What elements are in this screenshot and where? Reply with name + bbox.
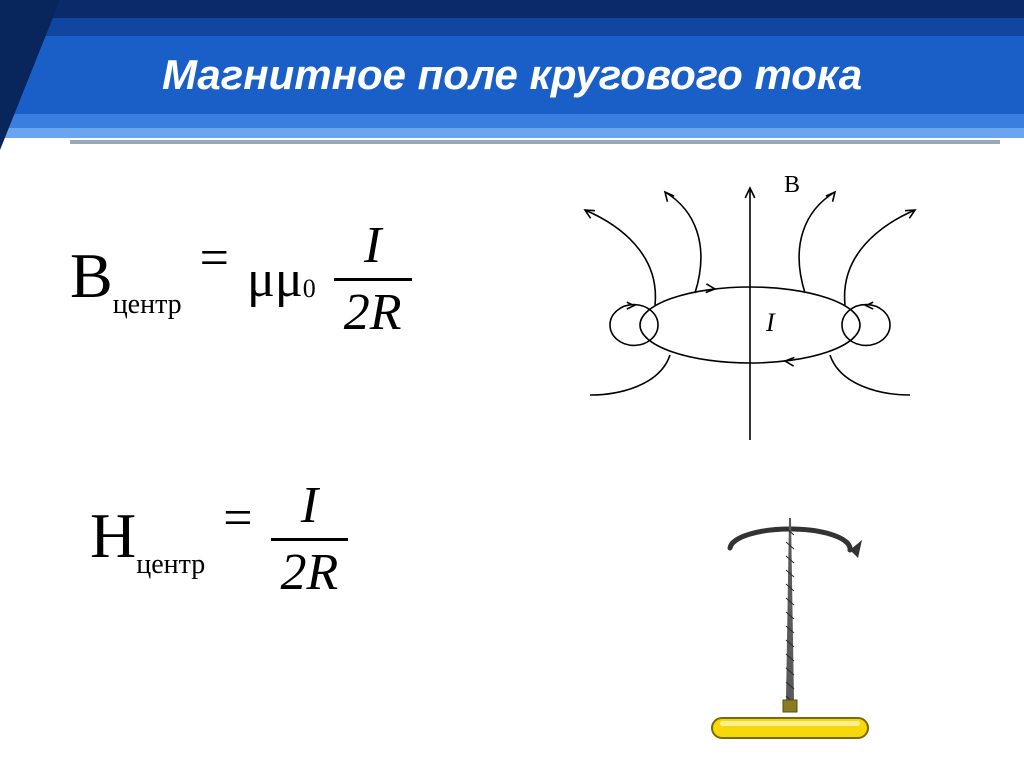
slide-header: Магнитное поле кругового тока [0, 0, 1024, 150]
mu0-sub: 0 [303, 274, 316, 303]
fraction-h: I 2R [271, 480, 349, 599]
formula-b-center: Bцентр = μμ0 I 2R [70, 220, 412, 339]
sub-h: центр [136, 549, 205, 580]
field-diagram-svg: BI [560, 170, 940, 450]
den-h: 2R [271, 541, 349, 599]
num-b: I [334, 220, 412, 281]
var-h: H [90, 500, 136, 571]
equals-h: = [223, 490, 252, 547]
mu0: μ [275, 251, 303, 308]
equals-b: = [200, 230, 229, 287]
mu: μ [247, 251, 275, 308]
den-b: 2R [334, 281, 412, 339]
fraction-b: I 2R [334, 220, 412, 339]
sub-b: центр [113, 289, 182, 320]
title-bar: Магнитное поле кругового тока [0, 36, 1024, 114]
formula-h-center: Hцентр = I 2R [90, 480, 348, 599]
svg-text:B: B [784, 172, 800, 198]
magnetic-field-diagram: BI [560, 170, 940, 450]
gimlet-svg [690, 500, 890, 750]
num-h: I [271, 480, 349, 541]
header-underline [70, 140, 1000, 144]
slide-content: Bцентр = μμ0 I 2R Hцентр = I 2R BI [0, 160, 1024, 767]
gimlet-diagram [690, 500, 890, 750]
var-b: B [70, 240, 113, 311]
svg-text:I: I [765, 308, 776, 337]
slide-title: Магнитное поле кругового тока [0, 51, 1024, 99]
